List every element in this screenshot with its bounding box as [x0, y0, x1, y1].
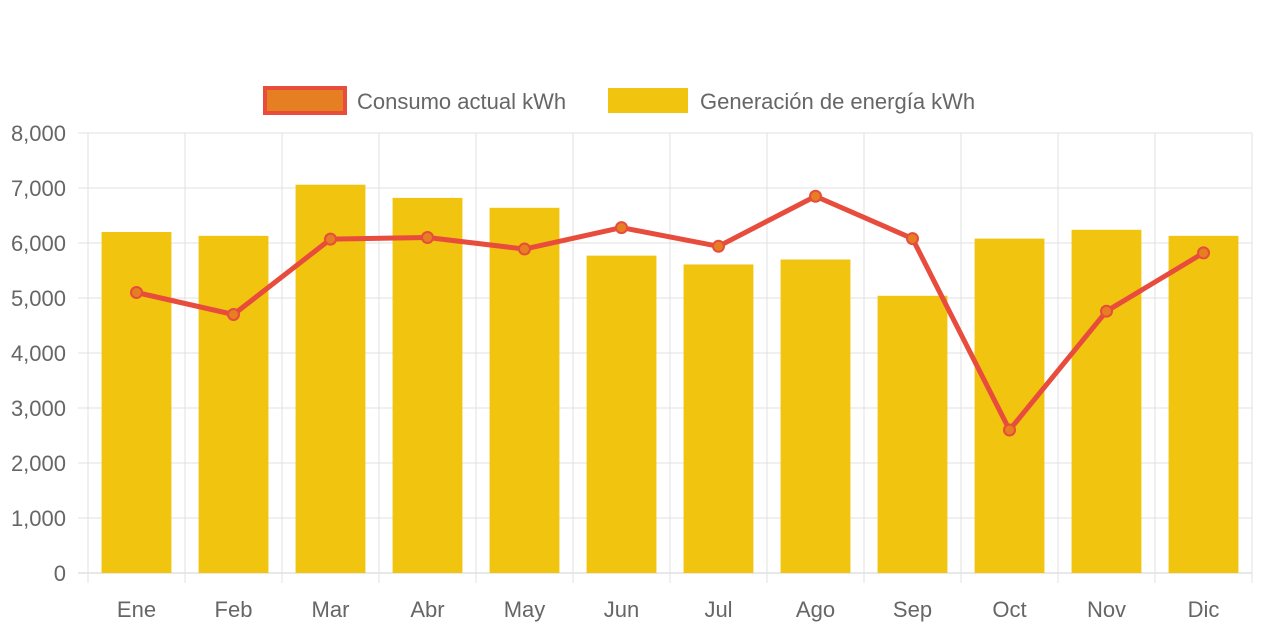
legend-item-consumo[interactable]: Consumo actual kWh: [263, 86, 566, 115]
x-tick-label: Ene: [117, 597, 156, 622]
grid: [78, 132, 1253, 583]
y-tick-label: 2,000: [11, 451, 66, 476]
legend-label-consumo: Consumo actual kWh: [357, 89, 566, 114]
x-tick-label: Nov: [1087, 597, 1126, 622]
bar: [101, 232, 172, 573]
y-axis: 0 1,000 2,000 3,000 4,000 5,000 6,000 7,000 8,00…: [11, 121, 66, 586]
line-point: [1003, 423, 1016, 437]
line-point: [324, 232, 337, 246]
bar: [683, 264, 754, 573]
bar: [1168, 235, 1239, 573]
y-tick-label: 4,000: [11, 341, 66, 366]
bar: [780, 259, 851, 573]
bar: [1071, 229, 1142, 574]
x-tick-label: Dic: [1188, 597, 1220, 622]
legend: Consumo actual kWh Generación de energía…: [263, 86, 975, 115]
x-tick-label: Ago: [796, 597, 835, 622]
y-tick-label: 8,000: [11, 121, 66, 146]
y-tick-label: 7,000: [11, 176, 66, 201]
x-tick-label: May: [504, 597, 546, 622]
bar: [586, 255, 657, 573]
line-point: [227, 308, 240, 321]
line-point: [1100, 304, 1113, 318]
line-point: [421, 231, 434, 244]
line-point: [130, 286, 143, 299]
bar: [295, 184, 366, 573]
bar: [392, 197, 463, 573]
bar: [974, 238, 1045, 573]
line-series: [130, 189, 1210, 437]
y-tick-label: 6,000: [11, 231, 66, 256]
x-axis: Ene Feb Mar Abr May Jun Jul Ago Sep Oct Nov Dic: [117, 597, 1219, 622]
x-tick-label: Jun: [604, 597, 639, 622]
x-tick-label: Sep: [893, 597, 932, 622]
y-tick-label: 1,000: [11, 506, 66, 531]
legend-swatch-consumo: [263, 86, 347, 115]
legend-item-generacion[interactable]: Generación de energía kWh: [608, 88, 975, 114]
y-tick-label: 5,000: [11, 286, 66, 311]
x-tick-label: Feb: [215, 597, 253, 622]
line-point: [906, 232, 919, 246]
line-point: [712, 239, 725, 253]
x-tick-label: Mar: [312, 597, 350, 622]
legend-label-generacion: Generación de energía kWh: [700, 89, 975, 114]
x-tick-label: Abr: [410, 597, 444, 622]
x-tick-label: Jul: [704, 597, 732, 622]
line-point: [809, 189, 822, 203]
legend-swatch-generacion: [608, 88, 688, 113]
bar: [489, 207, 560, 574]
bar-series: [101, 184, 1239, 574]
x-tick-label: Oct: [992, 597, 1026, 622]
line-point: [615, 221, 628, 235]
y-tick-label: 0: [54, 561, 66, 586]
y-tick-label: 3,000: [11, 396, 66, 421]
bar: [877, 295, 948, 573]
bar: [198, 235, 269, 573]
line-point: [518, 242, 531, 256]
series-line: [134, 193, 1206, 433]
line-point: [1197, 246, 1210, 260]
